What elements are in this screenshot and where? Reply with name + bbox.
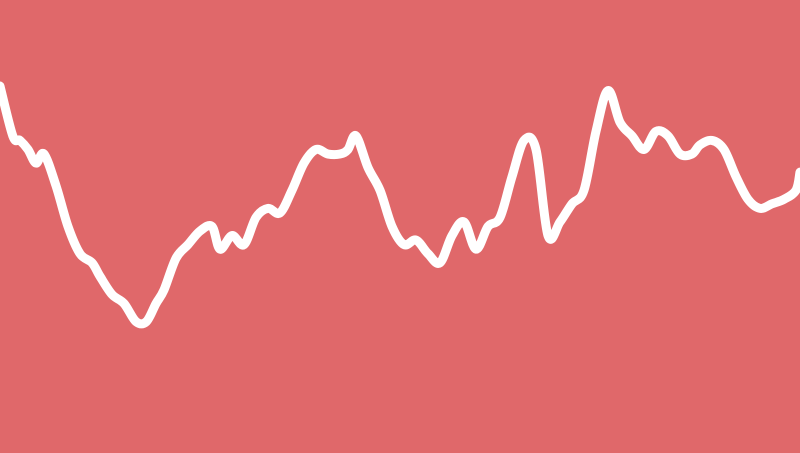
series-layer	[0, 81, 800, 329]
series-line-0	[0, 81, 800, 329]
